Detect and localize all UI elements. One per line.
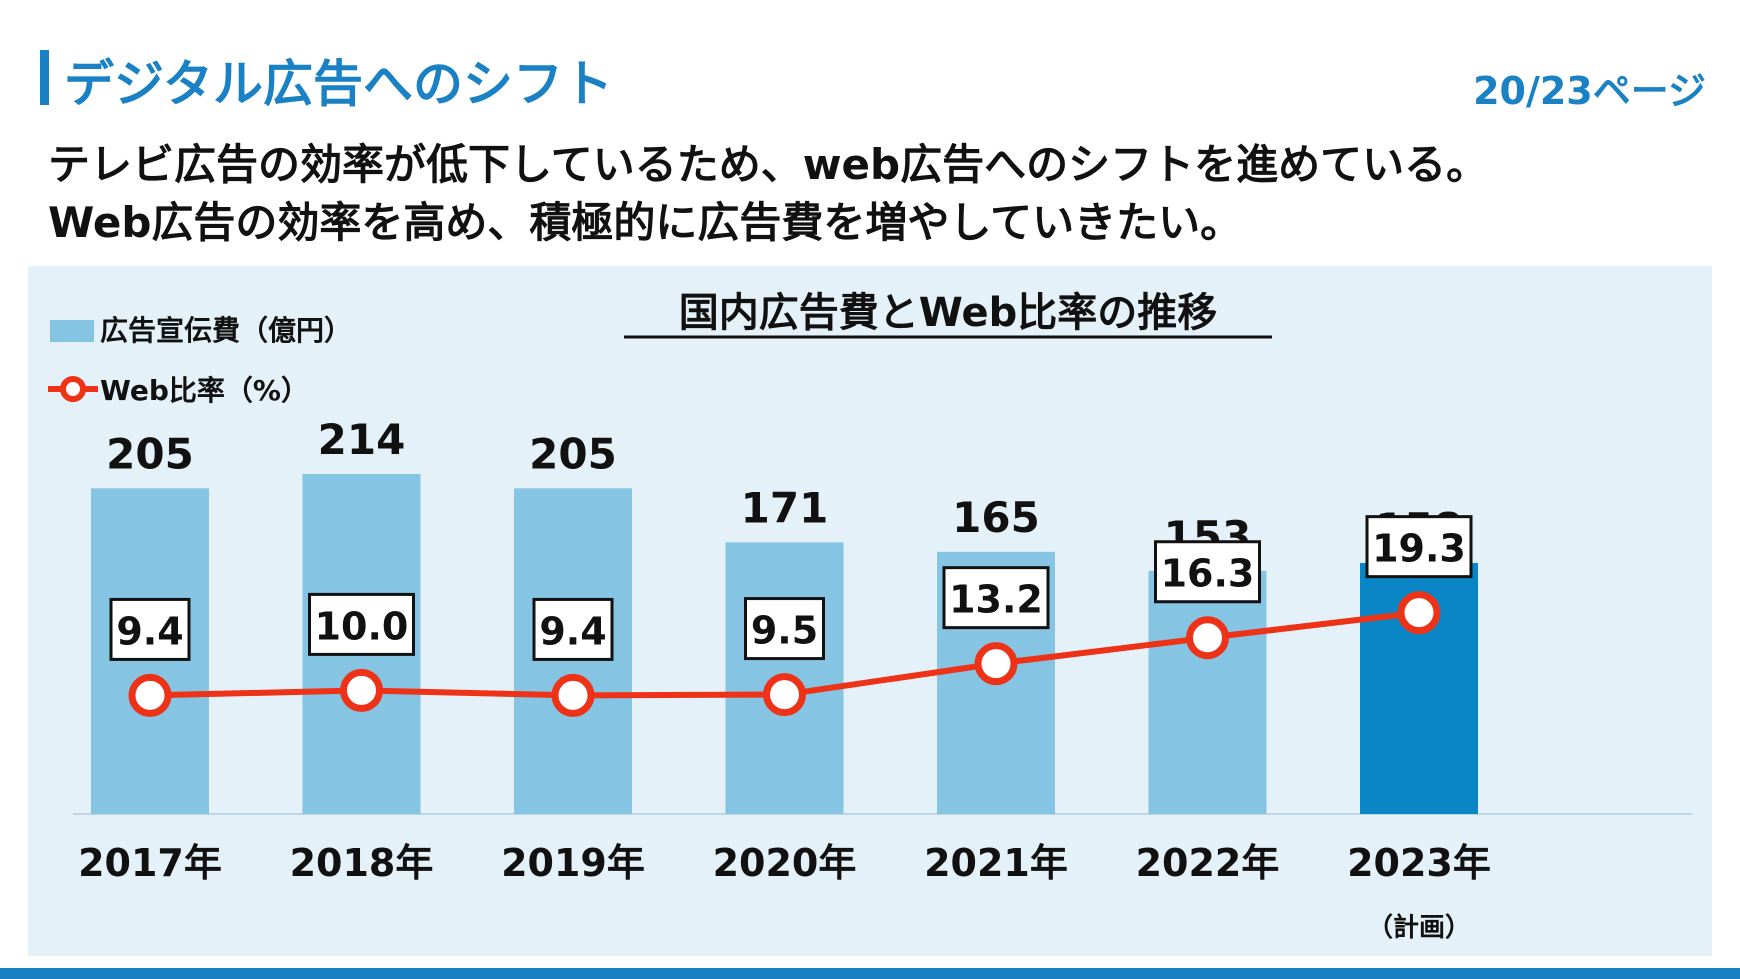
bar-value-label-2: 205 [529,429,617,478]
x-tick-label-6: 2023年 [1347,841,1491,885]
line-value-label-6: 19.3 [1372,527,1466,571]
line-point-2 [551,673,595,717]
line-value-label-4: 13.2 [949,578,1043,622]
x-tick-label-5: 2022年 [1136,841,1280,885]
line-value-label-3: 9.5 [751,609,818,653]
lead-line-1: テレビ広告の効率が低下しているため、web広告へのシフトを進めている。 [48,140,1489,189]
x-tick-label-3: 2020年 [713,841,857,885]
legend-bar-label: 広告宣伝費（億円） [100,314,352,347]
x-tick-label-4: 2021年 [924,841,1068,885]
data-labels: 2052142051711651531589.410.09.49.513.216… [106,415,1473,661]
line-point-1 [340,668,383,712]
line-series [128,591,1441,717]
bar-value-label-3: 171 [741,483,829,532]
line-label-box-2 [532,597,614,661]
bar-value-label-4: 165 [952,493,1040,542]
chart-title: 国内広告費とWeb比率の推移 [679,290,1217,336]
bar-value-label-1: 214 [318,415,406,464]
line-label-box-6 [1365,515,1473,579]
title-accent-bar [40,50,49,105]
line-point-6 [1397,591,1441,635]
footer-stripe [0,968,1740,979]
line-label-box-0 [109,597,191,661]
line-value-label-0: 9.4 [116,609,183,653]
x-tick-label-1: 2018年 [290,841,434,885]
legend-line-marker [60,376,86,402]
line-label-box-1 [308,592,415,656]
bar-value-label-0: 205 [106,429,194,478]
legend-line-label: Web比率（%） [100,374,309,407]
page-number: 20/23ページ [1473,69,1706,113]
x-tick-label-0: 2017年 [78,841,222,885]
line-value-label-5: 16.3 [1161,552,1255,596]
line-point-0 [128,673,172,717]
ad-spend-chart: 広告宣伝費（億円） Web比率（%） 国内広告費とWeb比率の推移 205 214… [48,290,1692,943]
line-value-label-2: 9.4 [539,609,606,653]
line-value-label-1: 10.0 [315,604,409,648]
chart-panel: 広告宣伝費（億円） Web比率（%） 国内広告費とWeb比率の推移 205 214… [28,266,1712,956]
line-label-box-4 [942,566,1050,630]
lead-text: テレビ広告の効率が低下しているため、web広告へのシフトを進めている。 Web広… [48,136,1488,252]
legend: 広告宣伝費（億円） Web比率（%） [48,314,352,407]
bar-5 [1148,570,1267,814]
line-label-box-3 [744,597,825,661]
line-point-3 [763,673,806,717]
line-point-5 [1186,616,1229,660]
legend-bar-swatch [50,320,94,342]
x-axis-labels: 2017年 2018年 2019年 2020年 2021年 2022年 2023年 （計画） [78,841,1491,943]
page-title: デジタル広告へのシフト [64,55,613,113]
lead-line-2: Web広告の効率を高め、積極的に広告費を増やしていきたい。 [48,198,1243,247]
line-point-4 [974,642,1018,686]
x-tick-label-2: 2019年 [501,841,645,885]
x-tick-note-6: （計画） [1367,912,1471,943]
line-label-box-5 [1154,540,1261,604]
